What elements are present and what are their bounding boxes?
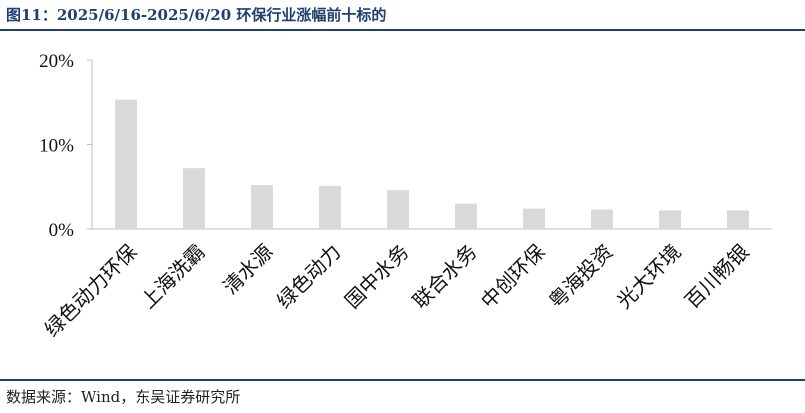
source-note: 数据来源：Wind，东吴证券研究所: [6, 388, 241, 406]
figure-title: 图11：2025/6/16-2025/6/20 环保行业涨幅前十标的: [6, 6, 387, 24]
bar: [591, 209, 613, 229]
x-category-label: 绿色动力环保: [40, 240, 142, 342]
bar: [251, 185, 273, 229]
x-category-label: 粤海投资: [544, 240, 618, 314]
y-tick-label: 20%: [39, 51, 74, 72]
x-category-label: 清水源: [218, 240, 277, 299]
x-category-label: 上海洗霸: [136, 240, 210, 314]
bar: [727, 210, 749, 229]
x-category-label: 光大环境: [612, 240, 686, 314]
top-rule: [0, 29, 805, 31]
y-tick-label: 10%: [39, 136, 74, 157]
y-tick-label: 0%: [49, 220, 75, 241]
bar: [115, 99, 137, 229]
bottom-rule: [0, 379, 805, 381]
x-category-label: 绿色动力: [272, 240, 346, 314]
x-category-label: 国中水务: [340, 240, 414, 314]
bar: [319, 185, 341, 229]
x-category-label: 联合水务: [408, 240, 482, 314]
x-category-label: 百川畅银: [680, 240, 754, 314]
bar: [659, 210, 681, 229]
x-category-label: 中创环保: [476, 240, 550, 314]
bar: [387, 190, 409, 229]
bar: [183, 168, 205, 229]
bar: [523, 208, 545, 229]
bar: [455, 203, 477, 229]
